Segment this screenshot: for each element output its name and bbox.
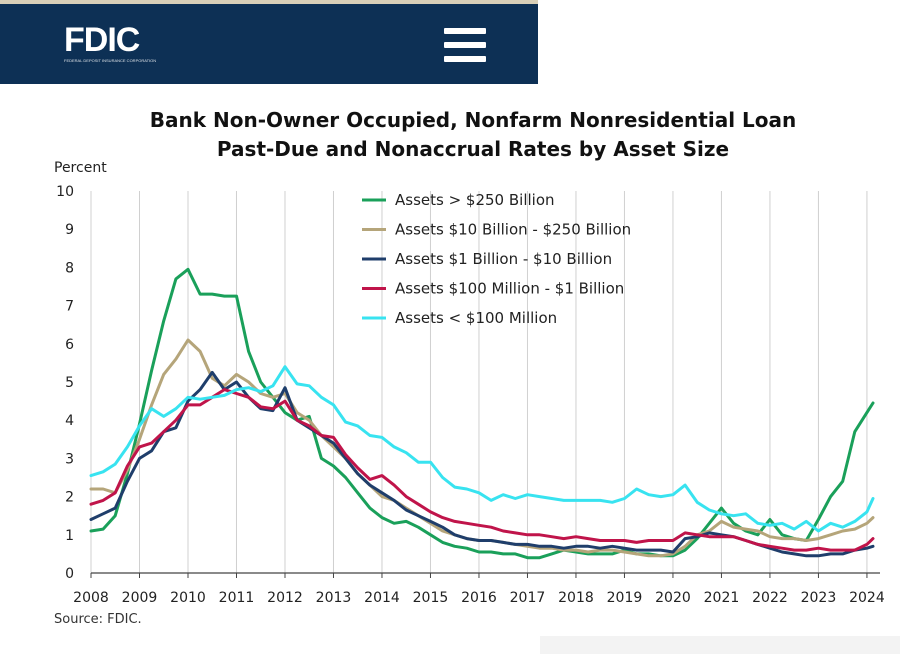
x-tick-label: 2021 bbox=[704, 590, 740, 606]
y-tick-label: 6 bbox=[65, 337, 74, 353]
x-tick-label: 2014 bbox=[364, 590, 400, 606]
y-axis-label: Percent bbox=[54, 160, 107, 176]
header-right-blank bbox=[538, 0, 900, 84]
fdic-logo[interactable]: FDIC FEDERAL DEPOSIT INSURANCE CORPORATI… bbox=[64, 21, 157, 68]
legend-label: Assets > $250 Billion bbox=[395, 191, 555, 209]
logo-text: FDIC bbox=[64, 21, 140, 59]
y-tick-label: 3 bbox=[65, 451, 74, 467]
x-tick-label: 2010 bbox=[170, 590, 206, 606]
x-tick-label: 2009 bbox=[122, 590, 158, 606]
x-tick-label: 2012 bbox=[267, 590, 303, 606]
y-tick-label: 9 bbox=[65, 222, 74, 238]
x-tick-label: 2024 bbox=[849, 590, 885, 606]
legend: Assets > $250 Billion Assets $10 Billion … bbox=[362, 191, 631, 327]
x-tick-label: 2016 bbox=[461, 590, 497, 606]
y-tick-label: 10 bbox=[56, 184, 74, 200]
logo-subtext: FEDERAL DEPOSIT INSURANCE CORPORATION bbox=[64, 58, 157, 63]
legend-label: Assets < $100 Million bbox=[395, 309, 557, 327]
series-line-0 bbox=[89, 267, 875, 560]
legend-label: Assets $100 Million - $1 Billion bbox=[395, 280, 624, 298]
x-tick-labels: 2008 2009 2010 2011 2012 2013 2014 2015 2016 2017… bbox=[73, 590, 885, 606]
x-tick-label: 2023 bbox=[801, 590, 837, 606]
legend-label: Assets $10 Billion - $250 Billion bbox=[395, 221, 631, 239]
y-tick-label: 5 bbox=[65, 375, 74, 391]
y-tick-label: 1 bbox=[65, 528, 74, 544]
y-tick-label: 4 bbox=[65, 413, 74, 429]
series-line-3 bbox=[89, 388, 875, 552]
y-tick-label: 0 bbox=[65, 566, 74, 582]
x-tick-label: 2018 bbox=[558, 590, 594, 606]
y-tick-labels: 0 1 2 3 4 5 6 7 8 9 10 bbox=[56, 184, 74, 582]
x-tick-label: 2011 bbox=[219, 590, 255, 606]
x-tick-label: 2019 bbox=[607, 590, 643, 606]
site-header: FDIC FEDERAL DEPOSIT INSURANCE CORPORATI… bbox=[0, 4, 538, 84]
source-note: Source: FDIC. bbox=[54, 612, 142, 627]
y-tick-label: 7 bbox=[65, 299, 74, 315]
y-tick-label: 2 bbox=[65, 490, 74, 506]
x-tick-label: 2013 bbox=[316, 590, 352, 606]
menu-bar bbox=[444, 28, 486, 34]
legend-label: Assets $1 Billion - $10 Billion bbox=[395, 250, 612, 268]
top-accent-strip bbox=[0, 0, 538, 4]
series-line-4 bbox=[89, 365, 875, 533]
x-tick-label: 2022 bbox=[752, 590, 788, 606]
hamburger-menu-icon[interactable] bbox=[444, 28, 486, 62]
gridlines bbox=[90, 191, 868, 578]
bottom-right-panel bbox=[540, 636, 900, 654]
menu-bar bbox=[444, 56, 486, 62]
series-lines bbox=[89, 267, 875, 560]
menu-bar bbox=[444, 42, 486, 48]
chart-title: Bank Non-Owner Occupied, Nonfarm Nonresi… bbox=[150, 108, 796, 132]
x-tick-label: 2008 bbox=[73, 590, 109, 606]
y-tick-label: 8 bbox=[65, 260, 74, 276]
x-tick-label: 2020 bbox=[655, 590, 691, 606]
x-tick-label: 2015 bbox=[413, 590, 449, 606]
chart-subtitle: Past-Due and Nonaccrual Rates by Asset S… bbox=[217, 137, 729, 161]
x-tick-label: 2017 bbox=[510, 590, 546, 606]
